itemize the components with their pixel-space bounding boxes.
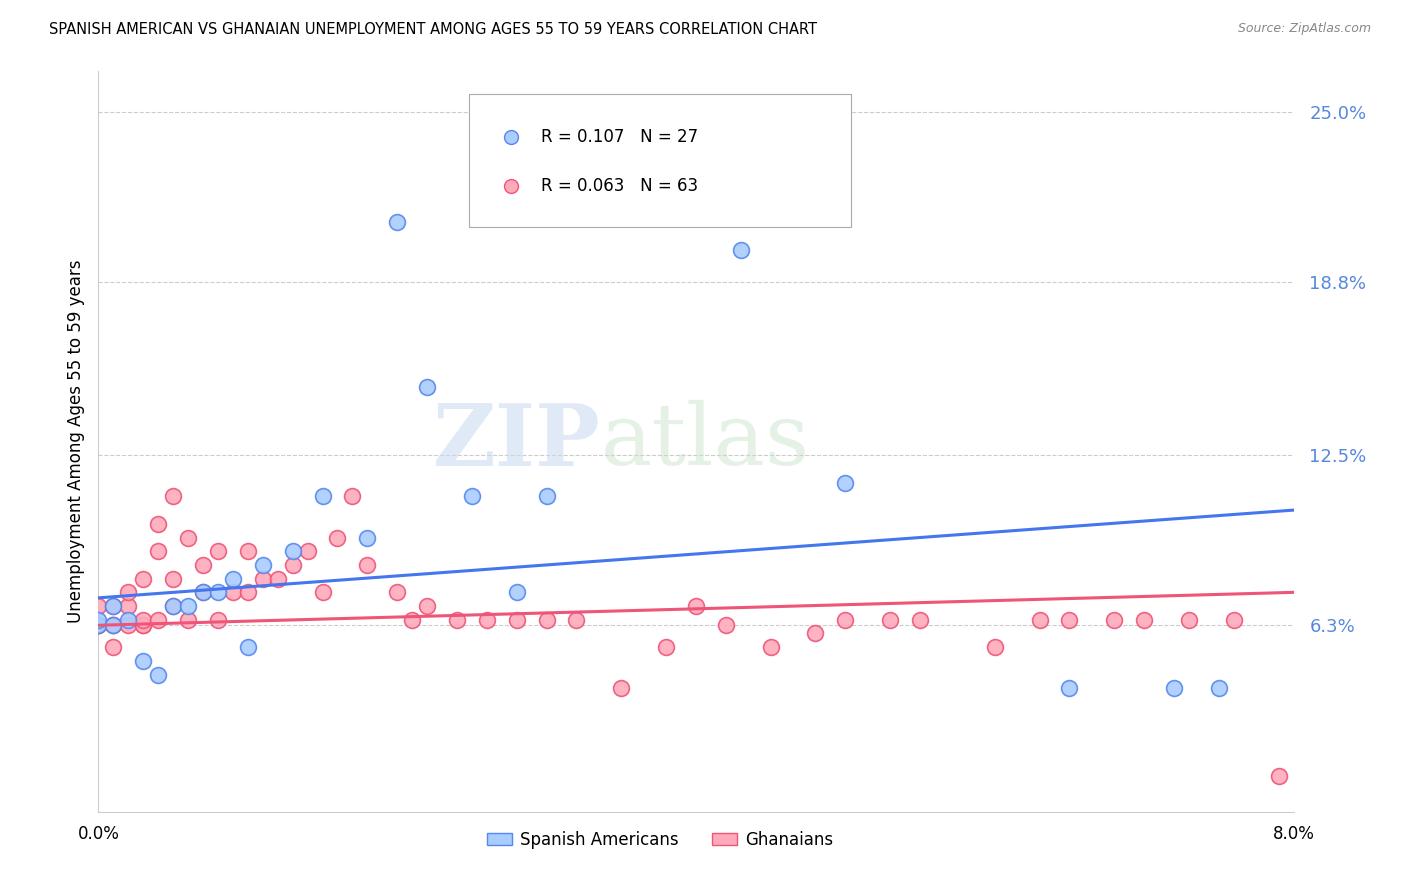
Point [1028, 613, 1050, 627]
Point [117, 618, 139, 632]
Point [461, 489, 484, 503]
Point [342, 489, 364, 503]
Point [162, 489, 184, 503]
Point [162, 599, 184, 613]
Text: R = 0.107   N = 27: R = 0.107 N = 27 [541, 128, 697, 145]
Point [222, 585, 245, 599]
Text: ZIP: ZIP [433, 400, 600, 483]
Point [148, 613, 170, 627]
Point [1133, 613, 1156, 627]
Text: Source: ZipAtlas.com: Source: ZipAtlas.com [1237, 22, 1371, 36]
Point [117, 585, 139, 599]
Point [879, 613, 901, 627]
Point [416, 599, 439, 613]
Point [117, 613, 139, 627]
Point [714, 618, 737, 632]
Text: R = 0.063   N = 63: R = 0.063 N = 63 [541, 178, 697, 195]
Point [1223, 613, 1246, 627]
Point [177, 599, 200, 613]
Point [685, 599, 707, 613]
Point [281, 558, 304, 572]
Point [536, 613, 558, 627]
Point [1059, 613, 1081, 627]
Point [87, 618, 110, 632]
Point [730, 243, 752, 257]
Point [506, 613, 529, 627]
Y-axis label: Unemployment Among Ages 55 to 59 years: Unemployment Among Ages 55 to 59 years [66, 260, 84, 624]
Point [804, 626, 827, 640]
Point [207, 613, 229, 627]
FancyBboxPatch shape [470, 94, 852, 227]
Point [117, 599, 139, 613]
Point [655, 640, 678, 655]
Point [984, 640, 1007, 655]
Point [103, 618, 125, 632]
Point [1163, 681, 1185, 696]
Point [1059, 681, 1081, 696]
Point [1104, 613, 1126, 627]
Point [87, 618, 110, 632]
Point [834, 475, 856, 490]
Point [103, 599, 125, 613]
Point [297, 544, 319, 558]
Point [207, 585, 229, 599]
Point [222, 572, 245, 586]
Point [236, 544, 259, 558]
Point [87, 613, 110, 627]
Point [326, 531, 349, 545]
Point [252, 558, 274, 572]
Point [148, 516, 170, 531]
Point [148, 667, 170, 681]
Point [162, 572, 184, 586]
Point [311, 585, 333, 599]
Legend: Spanish Americans, Ghanaians: Spanish Americans, Ghanaians [479, 824, 841, 855]
Point [87, 618, 110, 632]
Point [385, 215, 409, 229]
Point [177, 613, 200, 627]
Point [162, 599, 184, 613]
Point [252, 572, 274, 586]
Point [356, 558, 378, 572]
Point [385, 585, 409, 599]
Point [191, 558, 214, 572]
Point [506, 585, 529, 599]
Point [236, 640, 259, 655]
Point [311, 489, 333, 503]
Point [356, 531, 378, 545]
Point [401, 613, 423, 627]
Point [132, 654, 155, 668]
Point [148, 544, 170, 558]
Point [281, 544, 304, 558]
Point [132, 618, 155, 632]
Text: SPANISH AMERICAN VS GHANAIAN UNEMPLOYMENT AMONG AGES 55 TO 59 YEARS CORRELATION : SPANISH AMERICAN VS GHANAIAN UNEMPLOYMEN… [49, 22, 817, 37]
Point [475, 613, 498, 627]
Point [610, 681, 633, 696]
Point [565, 613, 588, 627]
Point [1178, 613, 1201, 627]
Point [191, 585, 214, 599]
Point [132, 618, 155, 632]
Point [103, 618, 125, 632]
Point [87, 599, 110, 613]
Text: atlas: atlas [600, 400, 810, 483]
Point [103, 640, 125, 655]
Point [267, 572, 290, 586]
Point [177, 531, 200, 545]
Point [103, 618, 125, 632]
Point [834, 613, 856, 627]
Point [87, 618, 110, 632]
Point [416, 380, 439, 394]
Point [1267, 769, 1289, 783]
Point [908, 613, 931, 627]
Point [207, 544, 229, 558]
Point [191, 585, 214, 599]
Point [236, 585, 259, 599]
Point [103, 599, 125, 613]
Point [132, 572, 155, 586]
Point [759, 640, 782, 655]
Point [536, 489, 558, 503]
Point [446, 613, 468, 627]
Point [1208, 681, 1230, 696]
Point [132, 613, 155, 627]
